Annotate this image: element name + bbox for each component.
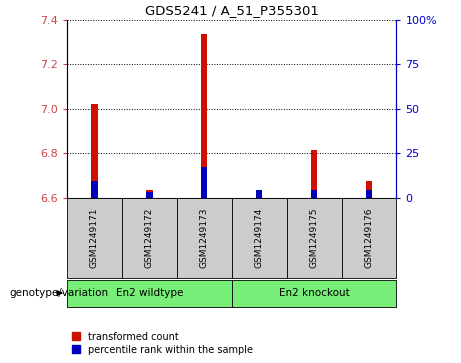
- Bar: [201, 167, 207, 198]
- Text: GSM1249173: GSM1249173: [200, 208, 209, 268]
- Bar: [256, 190, 262, 198]
- Bar: [91, 181, 98, 198]
- Bar: [366, 181, 372, 198]
- Bar: [311, 190, 317, 198]
- Bar: [342, 198, 396, 278]
- Bar: [256, 193, 262, 198]
- Text: genotype/variation: genotype/variation: [9, 288, 108, 298]
- Text: GSM1249172: GSM1249172: [145, 208, 154, 268]
- Text: En2 knockout: En2 knockout: [279, 288, 349, 298]
- Bar: [201, 34, 207, 198]
- Bar: [366, 190, 372, 198]
- Bar: [146, 190, 153, 198]
- Bar: [231, 280, 396, 307]
- Text: En2 wildtype: En2 wildtype: [116, 288, 183, 298]
- Bar: [287, 198, 342, 278]
- Bar: [122, 198, 177, 278]
- Bar: [231, 198, 287, 278]
- Legend: transformed count, percentile rank within the sample: transformed count, percentile rank withi…: [72, 331, 253, 355]
- Bar: [177, 198, 231, 278]
- Text: GSM1249174: GSM1249174: [254, 208, 264, 268]
- Bar: [311, 150, 317, 198]
- Text: GSM1249176: GSM1249176: [365, 208, 373, 268]
- Text: GSM1249171: GSM1249171: [90, 208, 99, 268]
- Title: GDS5241 / A_51_P355301: GDS5241 / A_51_P355301: [145, 4, 319, 17]
- Bar: [67, 198, 122, 278]
- Bar: [146, 192, 153, 198]
- Bar: [67, 280, 231, 307]
- Text: GSM1249175: GSM1249175: [309, 208, 319, 268]
- Bar: [91, 105, 98, 198]
